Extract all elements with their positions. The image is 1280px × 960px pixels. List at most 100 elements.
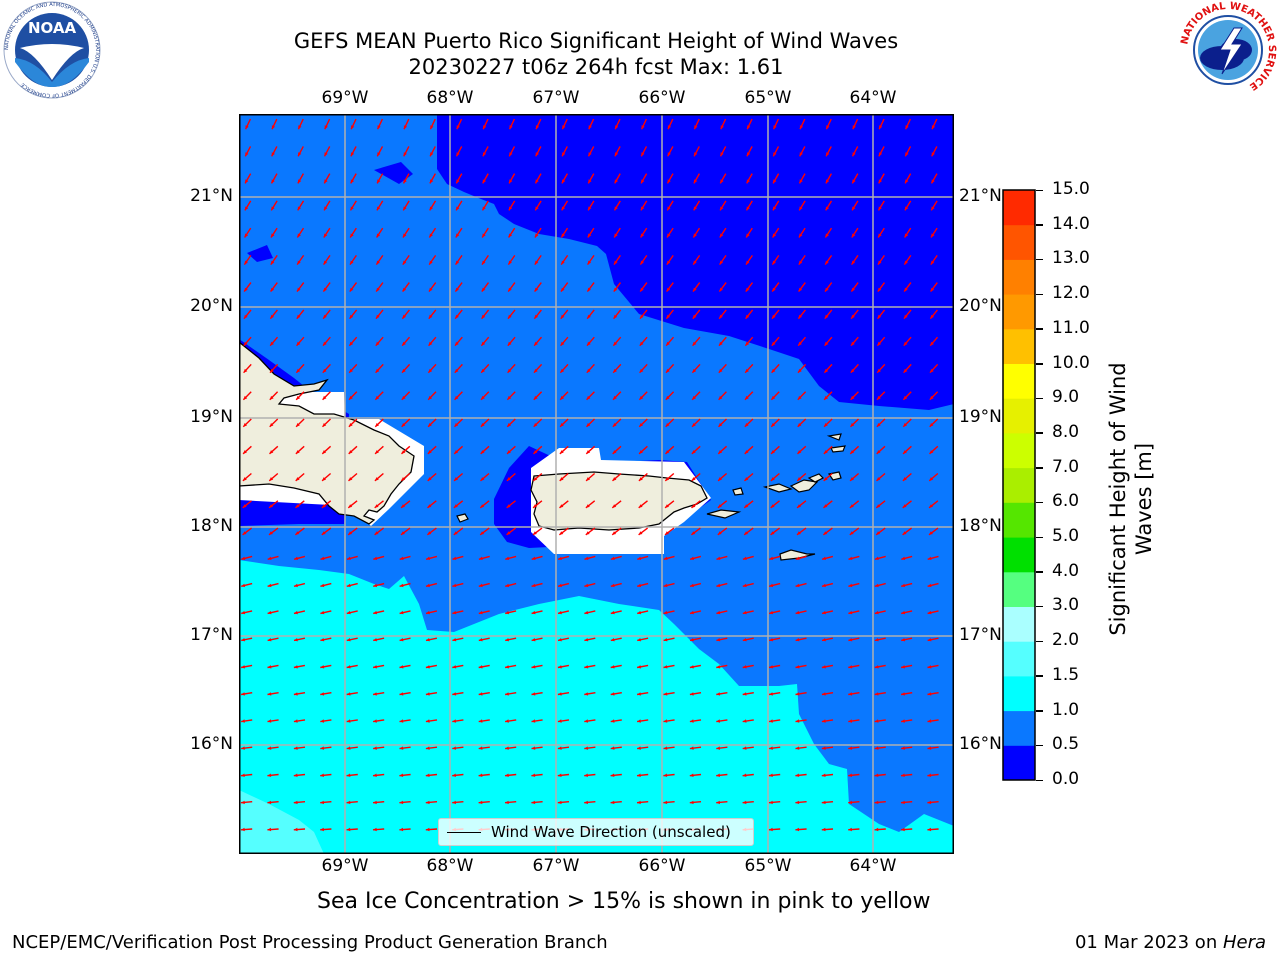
wave-direction-arrowhead — [241, 746, 245, 750]
wave-direction-arrowhead — [560, 423, 564, 427]
wave-direction-arrowhead — [322, 368, 327, 373]
lon-label-top: 65°W — [744, 88, 792, 108]
wave-direction-arrowhead — [478, 692, 483, 696]
wave-direction-arrowhead — [663, 610, 668, 615]
wave-direction-arrowhead — [824, 423, 828, 427]
wave-direction-arrowhead — [241, 610, 246, 615]
wave-direction-arrowhead — [322, 477, 326, 481]
colorbar-tick-mark — [1036, 605, 1043, 608]
wave-direction-arrowhead — [402, 368, 406, 373]
wave-direction-arrowhead — [822, 583, 826, 588]
wave-direction-arrowhead — [269, 504, 273, 508]
wave-direction-arrowhead — [744, 477, 749, 481]
wave-direction-arrowhead — [825, 206, 829, 211]
wave-direction-arrowhead — [506, 531, 511, 535]
wave-direction-arrowhead — [742, 800, 747, 805]
wave-direction-arrowhead — [901, 719, 905, 723]
wave-direction-arrowhead — [848, 583, 853, 588]
graticule — [239, 114, 954, 854]
wave-direction-arrowhead — [271, 179, 275, 184]
island-anegada — [830, 445, 846, 453]
footer-branch: NCEP/EMC/Verification Post Processing Pr… — [12, 932, 608, 953]
wave-direction-arrowhead — [641, 179, 645, 184]
lat-label-left: 19°N — [190, 407, 233, 427]
lon-label-bottom: 65°W — [744, 856, 792, 876]
wave-direction-arrowhead — [931, 152, 935, 157]
wave-direction-arrowhead — [745, 368, 749, 373]
wave-direction-arrowhead — [772, 260, 776, 265]
wave-direction-arrowhead — [559, 477, 564, 481]
wave-direction-arrowhead — [773, 152, 777, 157]
wave-direction-arrowhead — [481, 395, 485, 400]
wave-direction-arrowhead — [931, 125, 936, 130]
wave-direction-arrowhead — [242, 504, 247, 508]
wave-direction-arrowhead — [769, 610, 774, 615]
wave-direction-arrowhead — [584, 583, 589, 588]
wave-direction-arrowhead — [245, 125, 249, 130]
lon-label-bottom: 66°W — [638, 856, 686, 876]
wave-direction-arrowhead — [428, 341, 433, 346]
wave-direction-arrowhead — [426, 556, 430, 560]
wave-direction-arrowhead — [746, 179, 750, 184]
wave-direction-arrowhead — [505, 665, 509, 669]
wave-direction-arrowhead — [901, 827, 905, 832]
wave-direction-arrowhead — [825, 260, 829, 265]
wave-direction-arrowhead — [613, 341, 618, 346]
wave-direction-arrowhead — [825, 179, 830, 184]
wave-direction-arrowhead — [558, 583, 562, 588]
wave-direction-arrowhead — [742, 746, 747, 750]
wave-direction-arrowhead — [346, 719, 351, 723]
wave-direction-arrowhead — [612, 504, 617, 508]
wave-direction-arrowhead — [901, 556, 906, 560]
wave-direction-arrowhead — [716, 692, 721, 696]
wave-direction-arrowhead — [505, 719, 509, 723]
wave-direction-arrowhead — [822, 556, 826, 560]
wave-direction-arrowhead — [509, 125, 513, 130]
wave-direction-arrowhead — [350, 179, 354, 184]
wave-direction-arrowhead — [297, 260, 301, 265]
wave-direction-arrowhead — [903, 368, 908, 373]
wave-direction-arrowhead — [877, 395, 881, 400]
wave-direction-arrowhead — [927, 800, 932, 805]
wave-direction-arrowhead — [456, 206, 460, 211]
colorbar-tick-label: 8.0 — [1052, 421, 1080, 442]
colorbar-frame — [1002, 189, 1036, 781]
wave-direction-arrowhead — [744, 504, 749, 508]
wave-direction-arrowhead — [852, 125, 856, 130]
wave-direction-arrowhead — [663, 665, 668, 669]
wave-direction-arrowhead — [481, 314, 486, 319]
wave-direction-arrowhead — [321, 504, 326, 508]
wave-direction-arrowhead — [637, 556, 642, 560]
wave-direction-arrowhead — [401, 450, 406, 454]
wave-direction-arrowhead — [429, 179, 434, 184]
wave-direction-arrowhead — [876, 450, 881, 454]
wave-direction-arrowhead — [244, 206, 249, 211]
wave-direction-arrowhead — [612, 477, 617, 481]
wave-direction-arrowhead — [269, 423, 274, 427]
colorbar-tick-mark — [1036, 744, 1043, 747]
wave-direction-arrowhead — [905, 125, 909, 130]
wave-direction-arrowhead — [480, 504, 485, 508]
wave-direction-arrowhead — [403, 179, 407, 184]
wave-direction-arrowhead — [270, 314, 274, 319]
wave-direction-arrowhead — [824, 368, 829, 373]
wave-direction-arrowhead — [742, 692, 747, 696]
wave-direction-arrowhead — [901, 692, 905, 696]
wave-direction-arrowhead — [375, 395, 380, 400]
wave-direction-arrowhead — [667, 179, 671, 184]
wave-direction-arrowhead — [267, 583, 272, 588]
wave-direction-arrowhead — [927, 583, 932, 588]
wave-direction-arrowhead — [663, 800, 668, 805]
wave-direction-arrowhead — [694, 152, 698, 157]
wave-direction-arrowhead — [615, 125, 619, 130]
wave-direction-arrowhead — [849, 531, 854, 535]
wave-direction-arrowhead — [427, 450, 432, 454]
wave-direction-arrowhead — [637, 638, 641, 642]
wave-direction-arrowhead — [558, 610, 562, 615]
colorbar-segment — [1003, 363, 1035, 399]
wave-direction-arrowhead — [586, 477, 590, 481]
wave-direction-arrowhead — [561, 206, 565, 211]
wave-direction-arrowhead — [689, 692, 694, 696]
wave-direction-arrowhead — [641, 152, 645, 157]
wave-direction-arrowhead — [795, 665, 800, 669]
